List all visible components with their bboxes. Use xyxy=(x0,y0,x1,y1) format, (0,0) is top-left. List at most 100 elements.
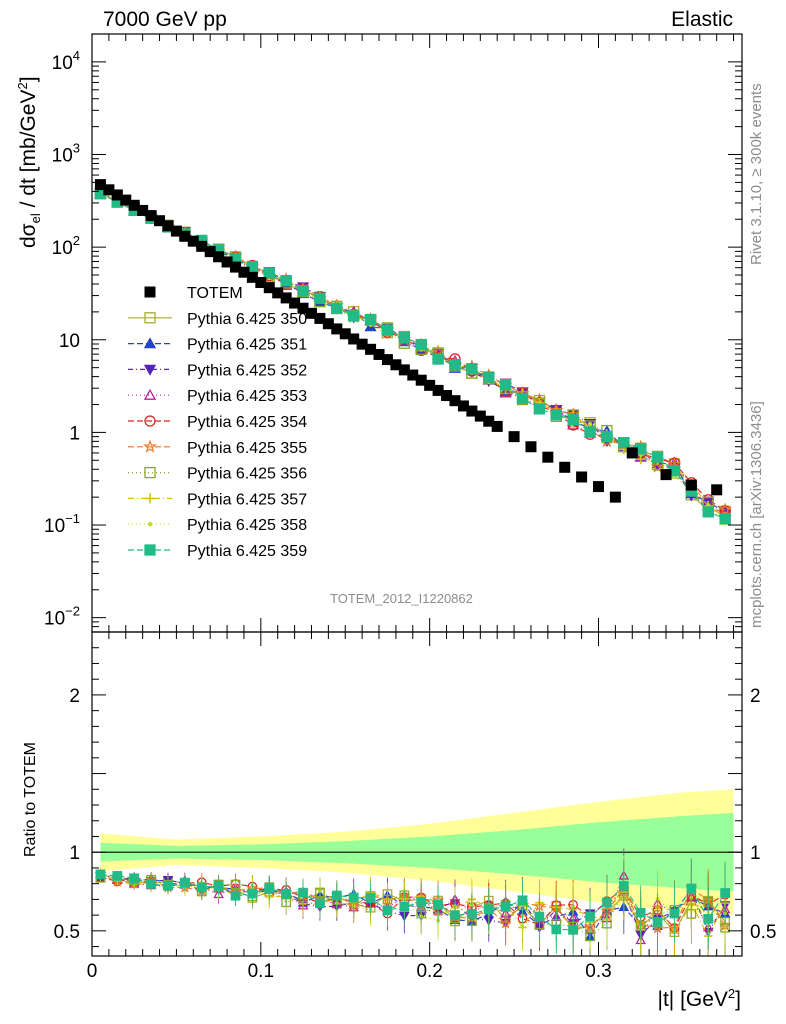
ratio-point-359 xyxy=(180,877,190,888)
ratio-y-tick-label-right: 0.5 xyxy=(750,922,776,943)
main-point-359-shape xyxy=(331,302,343,314)
ratio-point-359 xyxy=(686,883,697,894)
ratio-point-359-shape xyxy=(720,888,730,898)
xlabel-sup: 2 xyxy=(727,986,736,1001)
ratio-point-359 xyxy=(129,873,140,884)
ratio-point-359 xyxy=(483,904,494,915)
totem-point xyxy=(204,246,216,258)
ratio-point-359-shape xyxy=(315,898,325,909)
ylabel-end: ] xyxy=(17,76,40,83)
legend-marker-355 xyxy=(143,439,157,453)
ratio-point-359 xyxy=(112,871,123,881)
legend-marker-359 xyxy=(144,544,156,556)
main-point-359 xyxy=(533,403,546,415)
main-y-tick-label: 10−2 xyxy=(44,604,80,630)
ratio-point-359-shape xyxy=(483,904,494,915)
tick-base: 10 xyxy=(52,238,73,259)
main-point-359 xyxy=(550,409,562,421)
legend-label-354: Pythia 6.425 354 xyxy=(187,414,307,431)
totem-point xyxy=(322,318,334,330)
ratio-point-359-shape xyxy=(399,902,410,912)
legend-marker-totem xyxy=(144,286,156,298)
tick-base: 1 xyxy=(69,423,80,444)
totem-point xyxy=(559,461,571,473)
ratio-point-359-shape xyxy=(129,873,140,884)
ratio-point-359 xyxy=(230,890,241,901)
ratio-point-359-shape xyxy=(703,913,714,924)
main-point-359 xyxy=(280,274,292,287)
legend-marker-352 xyxy=(143,364,157,376)
ratio-point-359 xyxy=(450,910,460,920)
totem-point xyxy=(685,479,697,491)
ratio-series xyxy=(94,848,732,956)
totem-point xyxy=(373,348,385,360)
tick-base: 10 xyxy=(52,53,73,74)
legend-label-355: Pythia 6.425 355 xyxy=(187,440,307,457)
main-point-359-shape xyxy=(466,363,478,375)
ylabel-rest: / dt [mb/GeV xyxy=(17,89,40,214)
legend-marker-350-shape xyxy=(144,312,156,324)
legend-label-352: Pythia 6.425 352 xyxy=(187,362,307,379)
ratio-uncertainty-bands xyxy=(92,789,742,916)
main-point-359 xyxy=(651,451,664,463)
totem-point xyxy=(525,441,537,453)
ratio-point-359 xyxy=(618,881,629,891)
main-point-359 xyxy=(297,285,309,297)
ylabel-main: dσ xyxy=(17,223,40,248)
ratio-point-359-shape xyxy=(416,897,427,907)
ratio-point-359-shape xyxy=(331,890,342,901)
totem-point xyxy=(120,194,132,206)
legend-marker-353-shape xyxy=(143,388,157,400)
main-point-359-shape xyxy=(533,403,546,415)
totem-point xyxy=(280,292,292,304)
ratio-point-359-shape xyxy=(298,887,308,898)
totem-point xyxy=(381,354,393,366)
ratio-point-359 xyxy=(534,911,545,922)
legend-marker-358 xyxy=(147,521,153,527)
tick-exponent: 2 xyxy=(73,233,80,248)
legend-label-357: Pythia 6.425 357 xyxy=(187,491,307,508)
totem-point xyxy=(441,390,453,402)
totem-point xyxy=(457,400,469,412)
ratio-point-359 xyxy=(416,897,427,907)
ratio-point-359 xyxy=(163,880,173,891)
analysis-tag: TOTEM_2012_I1220862 xyxy=(330,591,473,606)
legend-marker-353 xyxy=(143,388,157,400)
ratio-point-359 xyxy=(247,888,258,899)
totem-point xyxy=(111,189,123,201)
ratio-point-359 xyxy=(348,892,359,903)
main-point-359 xyxy=(483,371,495,383)
ratio-point-359-shape xyxy=(112,871,123,881)
totem-point xyxy=(272,287,284,299)
main-point-359-shape xyxy=(348,310,360,322)
ratio-point-359-shape xyxy=(635,907,646,918)
main-point-359 xyxy=(263,267,275,279)
totem-point xyxy=(626,447,638,459)
ratio-frame xyxy=(91,631,743,957)
ratio-point-359 xyxy=(146,879,156,889)
main-point-359 xyxy=(601,431,613,443)
xlabel-end: ] xyxy=(735,988,741,1011)
totem-point xyxy=(339,328,351,340)
main-point-359 xyxy=(246,261,259,273)
totem-point xyxy=(179,230,191,242)
main-point-353 xyxy=(499,386,512,398)
totem-point xyxy=(576,471,588,483)
ylabel-sup: 2 xyxy=(15,82,30,90)
ratio-point-359-shape xyxy=(95,869,106,880)
ratio-point-359-shape xyxy=(247,888,258,899)
ratio-point-359 xyxy=(635,907,646,918)
totem-point xyxy=(170,225,182,237)
main-point-359-shape xyxy=(415,338,427,351)
xlabel-main: |t| [GeV xyxy=(657,988,728,1011)
main-point-359-shape xyxy=(702,506,714,518)
totem-point xyxy=(246,271,258,283)
ratio-point-359 xyxy=(281,889,292,899)
x-tick-label: 0.3 xyxy=(585,961,611,982)
totem-point xyxy=(508,431,520,443)
header-right: Elastic xyxy=(671,8,733,31)
ratio-point-359 xyxy=(95,869,106,880)
legend-marker-352-shape xyxy=(143,364,157,376)
x-axis-label: |t| [GeV2] xyxy=(657,986,741,1012)
